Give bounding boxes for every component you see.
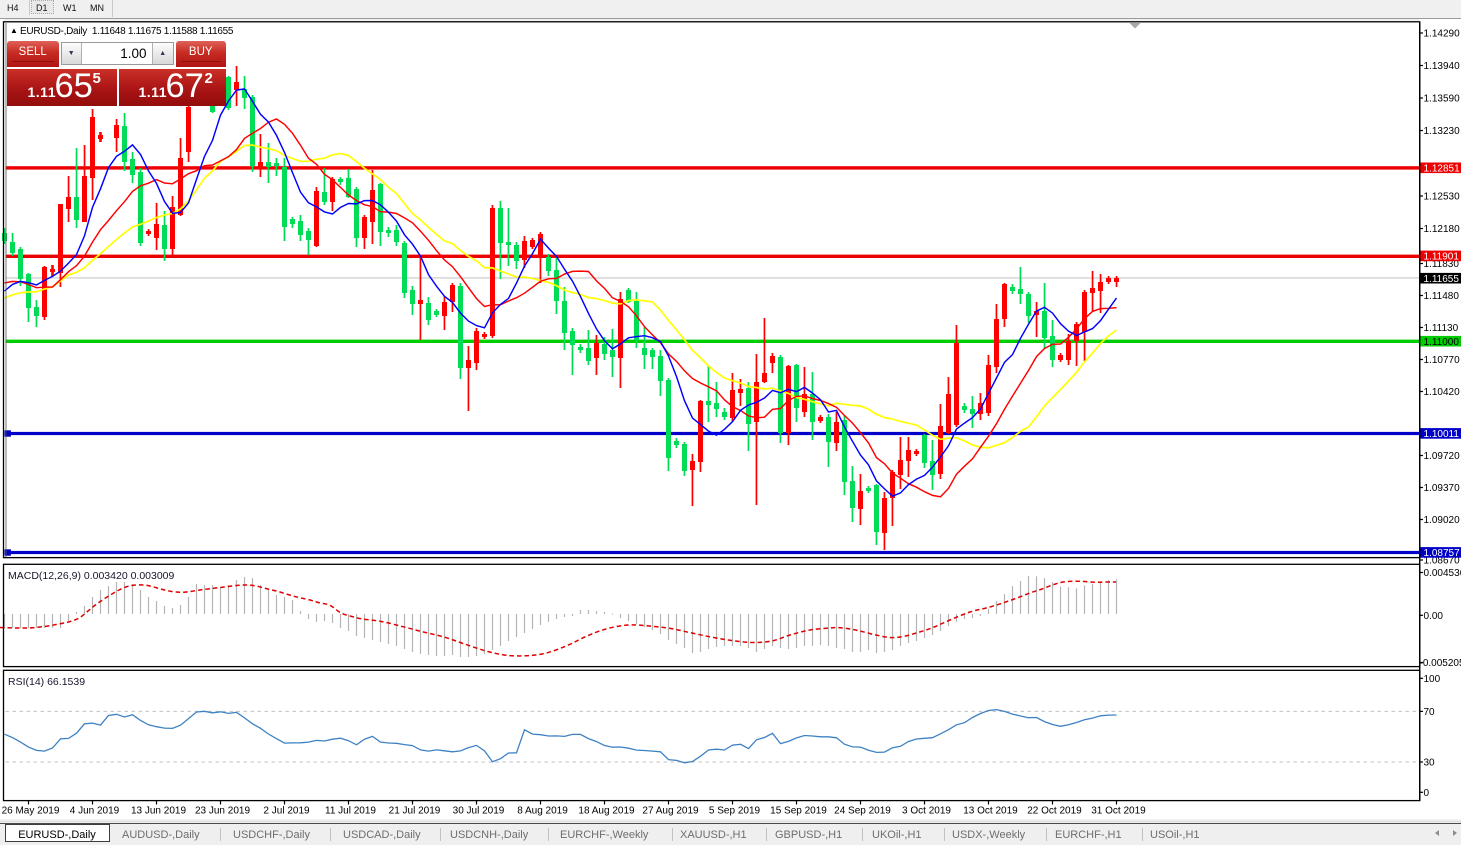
svg-text:1.11655: 1.11655 [1424, 274, 1460, 285]
svg-text:1.14290: 1.14290 [1424, 29, 1461, 40]
svg-text:1.13230: 1.13230 [1424, 126, 1461, 137]
svg-text:1.11901: 1.11901 [1424, 252, 1460, 263]
svg-text:1.10420: 1.10420 [1424, 387, 1461, 398]
svg-text:1.11830: 1.11830 [1424, 259, 1460, 270]
svg-text:24 Sep 2019: 24 Sep 2019 [834, 805, 891, 816]
svg-text:1.09370: 1.09370 [1424, 483, 1461, 494]
svg-text:30 Jul 2019: 30 Jul 2019 [453, 805, 505, 816]
svg-text:100: 100 [1424, 674, 1441, 685]
svg-text:15 Sep 2019: 15 Sep 2019 [770, 805, 827, 816]
svg-text:1.13940: 1.13940 [1424, 61, 1461, 72]
svg-text:1.11000: 1.11000 [1424, 337, 1460, 348]
svg-text:1.12530: 1.12530 [1424, 192, 1461, 203]
svg-text:1.08757: 1.08757 [1424, 548, 1461, 559]
svg-text:18 Aug 2019: 18 Aug 2019 [578, 805, 635, 816]
svg-text:8 Aug 2019: 8 Aug 2019 [517, 805, 568, 816]
svg-text:22 Oct 2019: 22 Oct 2019 [1027, 805, 1082, 816]
svg-text:1.12180: 1.12180 [1424, 224, 1461, 235]
svg-text:31 Oct 2019: 31 Oct 2019 [1091, 805, 1146, 816]
svg-text:27 Aug 2019: 27 Aug 2019 [642, 805, 699, 816]
svg-text:1.11480: 1.11480 [1424, 291, 1460, 302]
svg-text:0.00: 0.00 [1424, 611, 1444, 622]
svg-text:1.08670: 1.08670 [1424, 556, 1461, 567]
svg-text:1.09020: 1.09020 [1424, 515, 1461, 526]
svg-text:1.12851: 1.12851 [1424, 163, 1461, 174]
svg-text:70: 70 [1424, 707, 1436, 718]
svg-text:-0.005205: -0.005205 [1420, 658, 1461, 669]
svg-text:1.10011: 1.10011 [1424, 429, 1460, 440]
svg-text:3 Oct 2019: 3 Oct 2019 [902, 805, 951, 816]
svg-text:30: 30 [1424, 758, 1436, 769]
svg-text:2 Jul 2019: 2 Jul 2019 [263, 805, 310, 816]
svg-text:13 Oct 2019: 13 Oct 2019 [963, 805, 1018, 816]
svg-text:4 Jun 2019: 4 Jun 2019 [70, 805, 120, 816]
svg-text:26 May 2019: 26 May 2019 [2, 805, 60, 816]
svg-text:23 Jun 2019: 23 Jun 2019 [195, 805, 250, 816]
svg-text:11 Jul 2019: 11 Jul 2019 [325, 805, 376, 816]
svg-text:1.09720: 1.09720 [1424, 451, 1461, 462]
svg-text:1.10770: 1.10770 [1424, 355, 1461, 366]
svg-text:5 Sep 2019: 5 Sep 2019 [709, 805, 761, 816]
svg-text:1.13590: 1.13590 [1424, 94, 1461, 105]
svg-text:21 Jul 2019: 21 Jul 2019 [389, 805, 441, 816]
svg-text:0.004536: 0.004536 [1424, 568, 1461, 579]
svg-text:0: 0 [1424, 788, 1430, 799]
svg-text:1.11130: 1.11130 [1424, 323, 1459, 334]
svg-text:13 Jun 2019: 13 Jun 2019 [131, 805, 186, 816]
